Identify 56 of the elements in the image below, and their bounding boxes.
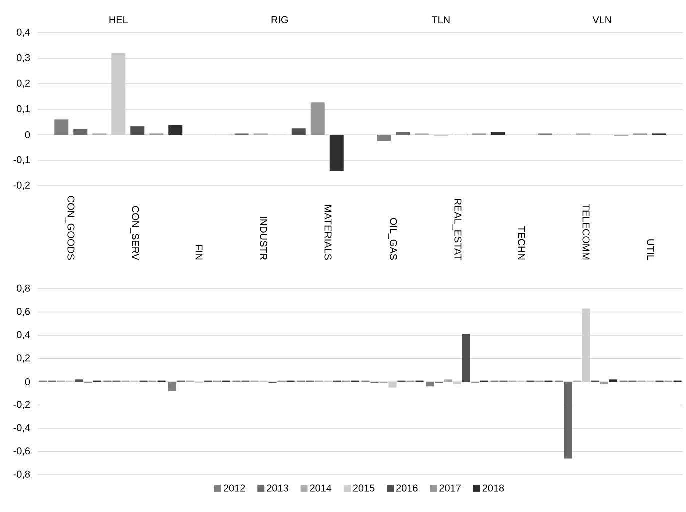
x-tick-label: TLN	[432, 16, 450, 24]
x-tick-label: INDUSTR	[260, 217, 268, 260]
y-tick-label: 0,2	[17, 80, 30, 88]
bar	[564, 382, 572, 459]
bar	[388, 382, 397, 388]
x-tick-label: RIG	[272, 16, 288, 24]
legend-label: 2013	[267, 484, 288, 492]
x-tick-label: CON_SERV	[130, 206, 140, 260]
x-tick-label: FIN	[196, 245, 203, 260]
bar	[168, 382, 176, 392]
legend-label: 2016	[396, 484, 418, 492]
y-tick-label: 0,6	[17, 308, 30, 316]
y-tick-label: 0,4	[17, 331, 30, 340]
legend-label: 2015	[353, 484, 375, 492]
legend-label: 2014	[310, 484, 332, 492]
y-tick-label: -0,4	[14, 424, 30, 433]
x-tick-label: CON_GOODS	[66, 196, 75, 260]
bar	[396, 132, 410, 135]
bar	[112, 53, 126, 135]
bar	[54, 120, 69, 135]
y-tick-label: 0,8	[17, 284, 30, 294]
x-tick-label: TECHN	[518, 226, 526, 260]
y-tick-label: -0,2	[14, 401, 30, 410]
bar	[74, 129, 88, 135]
bar	[426, 382, 434, 387]
bar	[292, 128, 306, 135]
x-tick-label: UTIL	[647, 240, 654, 260]
legend-label: 2017	[440, 484, 461, 492]
y-tick-label: -0,6	[14, 448, 30, 456]
bar	[330, 134, 344, 172]
y-tick-label: -0,2	[14, 182, 30, 190]
bar	[462, 334, 470, 382]
y-tick-label: -0,1	[14, 156, 30, 165]
y-tick-label: 0,3	[17, 54, 30, 63]
x-tick-label: MATERIALS	[324, 206, 332, 260]
y-tick-label: 0,1	[17, 105, 30, 114]
x-tick-label: REAL_ESTAT	[452, 199, 462, 260]
y-tick-label: 0,4	[17, 28, 30, 38]
y-tick-label: 0	[25, 378, 30, 386]
bar	[453, 382, 462, 384]
bar	[600, 382, 608, 384]
y-tick-label: 0	[25, 131, 30, 139]
bar	[130, 126, 145, 135]
bar	[491, 132, 506, 135]
legend-label: 2012	[224, 484, 246, 492]
bar	[310, 102, 325, 135]
bar	[377, 134, 392, 142]
y-tick-label: 0,2	[17, 354, 30, 363]
bar	[582, 308, 590, 382]
x-tick-label: VLN	[592, 16, 612, 24]
legend-label: 2018	[482, 484, 504, 492]
x-tick-label: OIL_GAS	[388, 218, 398, 260]
x-tick-label: TELECOMM	[582, 204, 590, 260]
bar	[168, 125, 183, 135]
x-tick-label: HEL	[110, 16, 128, 24]
y-tick-label: -0,8	[14, 470, 30, 480]
